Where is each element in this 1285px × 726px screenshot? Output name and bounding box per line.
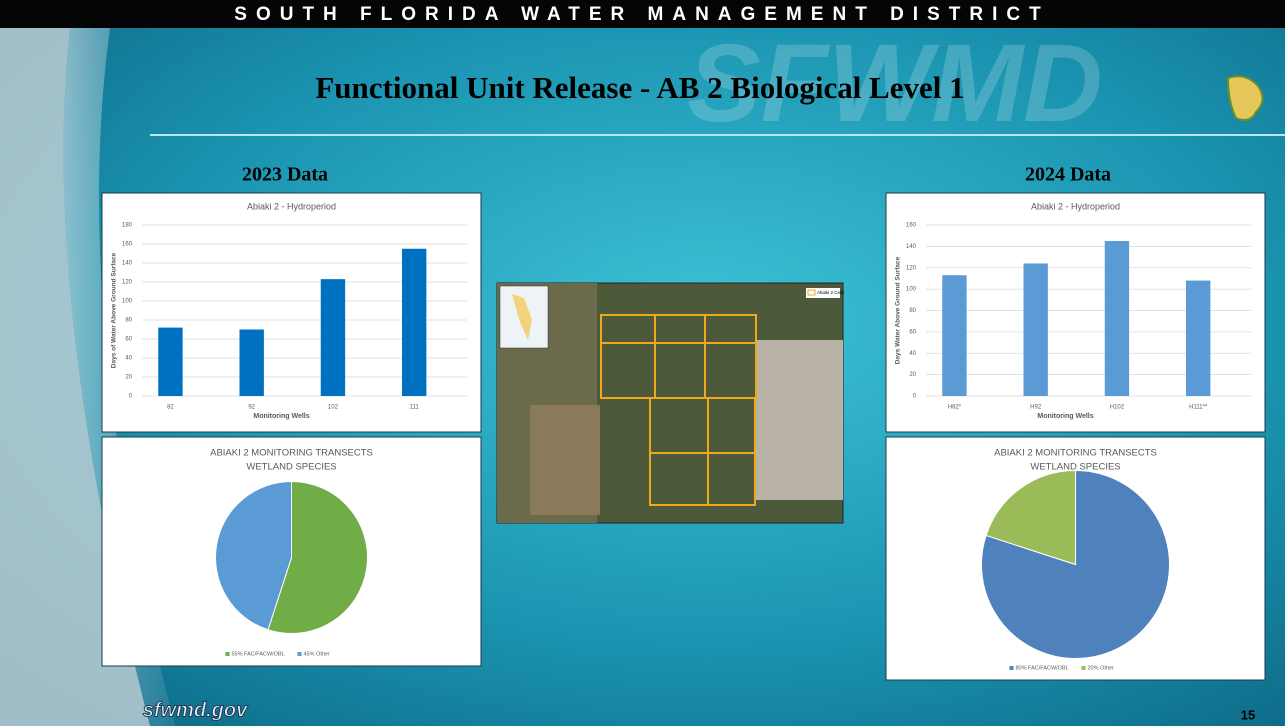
bar [1186,281,1210,396]
x-tick-label: 102 [328,405,339,411]
legend-label: 20% Other [1088,665,1114,671]
x-tick-label: H102 [1110,405,1125,411]
chart-title: Abiaki 2 - Hydroperiod [1031,201,1120,211]
bar [402,249,426,396]
y-axis-label: Days of Water Above Ground Surface [111,252,118,368]
y-tick-label: 160 [906,223,917,229]
x-axis-label: Monitoring Wells [253,413,309,420]
chart-title: WETLAND SPECIES [246,462,336,473]
footer-url: sfwmd.gov [143,699,249,721]
y-tick-label: 140 [906,244,917,250]
map: Abiaki 2 Cells [497,283,845,523]
y-tick-label: 120 [906,265,917,271]
y-tick-label: 20 [909,372,916,378]
legend-swatch [226,652,230,656]
chart-title: ABIAKI 2 MONITORING TRANSECTS [994,448,1157,459]
y-axis-label: Days Water Above Ground Surface [895,256,902,364]
left-label: 2023 Data [242,164,328,186]
slide: SFWMD SOUTH FLORIDA WATER MANAGEMENT DIS… [0,0,1285,726]
legend-swatch [298,652,302,656]
bar [158,328,182,396]
y-tick-label: 80 [909,308,916,314]
x-tick-label: 82 [167,405,174,411]
legend-swatch [1010,666,1014,670]
bar [321,279,345,396]
y-tick-label: 100 [906,287,917,293]
y-tick-label: 40 [125,356,132,362]
map-area [755,340,843,500]
y-tick-label: 40 [909,351,916,357]
bar [1105,241,1129,396]
page-number: 15 [1241,707,1255,722]
bar [240,330,264,397]
bar [942,275,966,396]
y-tick-label: 160 [122,242,133,248]
chart-title: Abiaki 2 - Hydroperiod [247,201,336,211]
map-area [530,405,600,515]
legend-label: 55% FAC/FACW/OBL [232,651,285,657]
y-tick-label: 20 [125,375,132,381]
map-legend-text: Abiaki 2 Cells [817,290,845,295]
bar [1024,263,1048,396]
x-tick-label: H82* [948,405,962,411]
legend-label: 45% Other [304,651,330,657]
x-axis-label: Monitoring Wells [1037,413,1093,420]
legend-label: 80% FAC/FACW/OBL [1016,665,1069,671]
slide-title: Functional Unit Release - AB 2 Biologica… [315,70,964,105]
x-tick-label: 92 [248,405,255,411]
y-tick-label: 60 [125,337,132,343]
y-tick-label: 100 [122,299,133,305]
right-label: 2024 Data [1025,164,1111,186]
header-text: SOUTH FLORIDA WATER MANAGEMENT DISTRICT [234,4,1049,25]
legend-swatch [1082,666,1086,670]
chart-title: ABIAKI 2 MONITORING TRANSECTS [210,448,373,459]
y-tick-label: 180 [122,223,133,229]
y-tick-label: 120 [122,280,133,286]
x-tick-label: 111 [410,405,420,411]
x-tick-label: H92 [1030,405,1042,411]
y-tick-label: 140 [122,261,133,267]
y-tick-label: 60 [909,329,916,335]
y-tick-label: 80 [125,318,132,324]
x-tick-label: H111** [1189,405,1208,411]
